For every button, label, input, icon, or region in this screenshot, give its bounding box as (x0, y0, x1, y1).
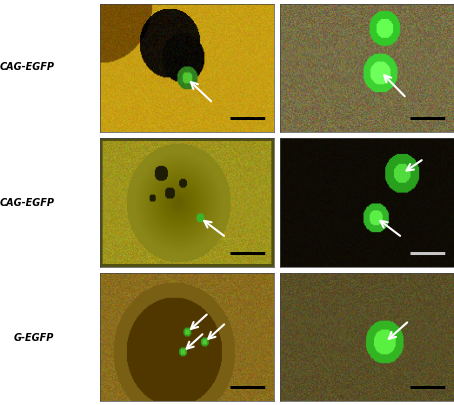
Text: CAG-EGFP: CAG-EGFP (0, 198, 54, 207)
Text: G-EGFP: G-EGFP (14, 333, 54, 343)
Text: CAG-EGFP: CAG-EGFP (0, 62, 54, 72)
